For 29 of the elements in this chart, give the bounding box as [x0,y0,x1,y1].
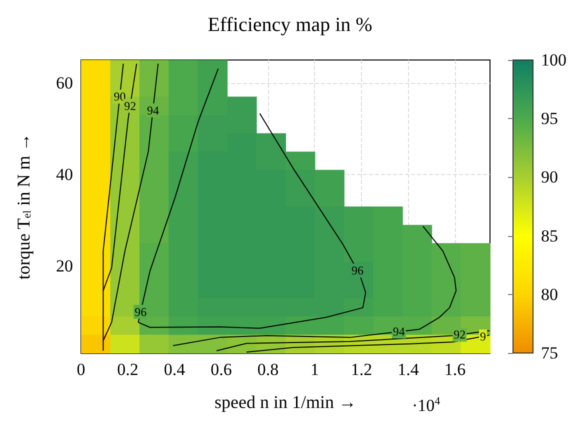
color-bar-label: 95 [541,109,558,128]
color-bar-label: 85 [541,226,558,246]
x-tick-label: 0.2 [117,360,138,379]
y-tick-label: 20 [56,256,73,276]
x-tick-label: 0.6 [210,360,232,379]
annotation: 94 [392,324,405,338]
x-tick-label: 1 [310,360,319,379]
x-axis-title: speed n in 1/min → [214,392,356,412]
annotation: 94 [146,103,159,118]
x-tick-label: 1.2 [350,360,372,379]
x-tick-label: 0.8 [257,360,279,379]
annotation: 90 [114,90,126,104]
color-bar-label: 100 [541,50,566,70]
x-tick-label: 0 [76,360,86,379]
color-bar-label: 90 [541,168,558,187]
color-bar-label: 75 [541,344,558,362]
y-axis-title: torque Tel in N m → [14,133,34,280]
annotation: 92 [124,98,136,113]
annotation: 96 [351,264,364,278]
annotation: 9 [480,330,486,344]
y-tick-label: 40 [56,164,73,184]
y-tick-label: 60 [56,73,73,92]
x-tick-label: 0.4 [164,360,186,379]
annotation: 96 [134,304,147,319]
x-tick-label: 1.4 [398,360,420,379]
color-bar-label: 80 [541,284,558,304]
x-tick-label: 1.6 [444,360,466,379]
chart-title: Efficiency map in % [208,14,372,36]
annotation: 92 [454,328,466,342]
